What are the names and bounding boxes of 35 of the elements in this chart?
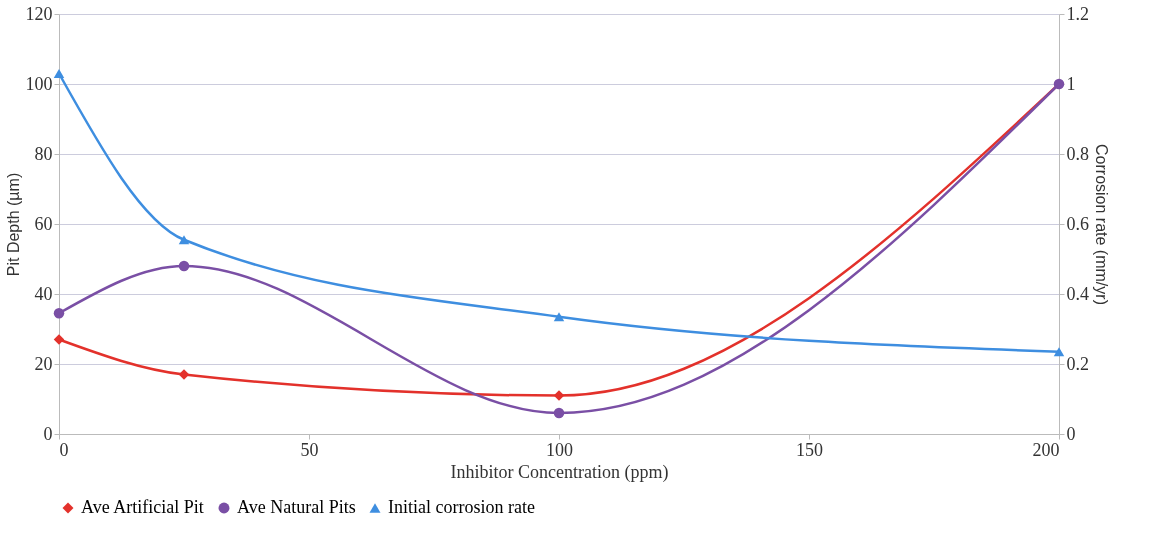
- y2-tick-label: 0.8: [1066, 143, 1089, 164]
- point: [1053, 347, 1065, 357]
- point: [553, 407, 565, 419]
- y-tick-label: 80: [34, 143, 53, 164]
- x-tick-label: 100: [546, 439, 573, 460]
- x-axis-title: Inhibitor Concentration (ppm): [450, 461, 669, 483]
- legend-label: Ave Natural Pits: [237, 497, 356, 517]
- y-tick-label: 20: [34, 353, 53, 374]
- y-tick-label: 100: [25, 73, 53, 94]
- point: [178, 369, 190, 380]
- x-tick-label: 150: [796, 439, 823, 460]
- y-tick-label: 60: [34, 213, 53, 234]
- y-tick-label: 0: [43, 423, 53, 444]
- y2-tick-label: 0.4: [1066, 283, 1089, 304]
- x-tick-label: 200: [1032, 439, 1060, 460]
- legend-label: Ave Artificial Pit: [81, 497, 204, 517]
- point: [553, 312, 565, 322]
- y2-tick-label: 0: [1066, 423, 1076, 444]
- point: [178, 235, 190, 245]
- y2-tick-label: 1.2: [1066, 3, 1089, 24]
- y2-axis-title: Corrosion rate (mm/yr): [1093, 144, 1110, 305]
- y-axis-title: Pit Depth (µm): [4, 172, 22, 277]
- legend-label: Initial corrosion rate: [388, 497, 535, 517]
- y-tick-label: 120: [25, 3, 53, 24]
- point: [53, 308, 65, 319]
- y2-tick-label: 0.6: [1066, 213, 1089, 234]
- y2-tick-label: 1: [1066, 73, 1076, 94]
- y-tick-label: 40: [34, 283, 53, 304]
- x-tick-label: 50: [300, 439, 319, 460]
- point: [553, 390, 565, 401]
- y2-tick-label: 0.2: [1066, 353, 1089, 374]
- point: [178, 260, 190, 272]
- point: [53, 68, 65, 79]
- point: [53, 334, 65, 345]
- x-tick-label: 0: [59, 439, 69, 460]
